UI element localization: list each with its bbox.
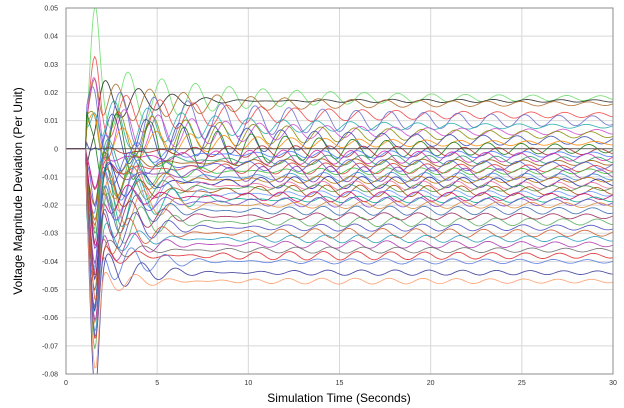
series-line xyxy=(66,148,613,189)
plot-area xyxy=(66,8,613,374)
series-line xyxy=(66,148,613,322)
series-line xyxy=(66,100,613,150)
y-tick-label: 0.04 xyxy=(44,34,58,41)
y-axis-label: Voltage Magnitude Deviation (Per Unit) xyxy=(11,87,25,294)
y-axis-ticks: 0.05 0.04 0.03 0.02 0.01 0 -0.01 -0.02 -0.03 -0.0… xyxy=(42,6,58,379)
series-line xyxy=(66,8,613,150)
y-tick-label: -0.08 xyxy=(42,372,58,379)
series-line xyxy=(66,148,613,265)
x-tick-label: 15 xyxy=(336,380,344,387)
x-tick-label: 20 xyxy=(427,380,435,387)
y-tick-label: -0.07 xyxy=(42,343,58,350)
series-line xyxy=(66,111,613,180)
series-line xyxy=(66,148,613,250)
series-line xyxy=(66,148,613,276)
x-axis-ticks: 0 5 10 15 20 25 30 xyxy=(64,380,617,387)
x-tick-label: 25 xyxy=(518,380,526,387)
x-tick-label: 10 xyxy=(244,380,252,387)
series-group xyxy=(66,8,613,374)
y-tick-label: -0.04 xyxy=(42,259,58,266)
series-line xyxy=(66,148,613,302)
x-tick-label: 0 xyxy=(64,380,68,387)
series-line xyxy=(66,113,613,165)
grid-lines xyxy=(66,7,614,375)
series-line xyxy=(66,148,613,325)
x-tick-label: 5 xyxy=(155,380,159,387)
y-tick-label: 0.02 xyxy=(44,90,58,97)
y-tick-label: 0.05 xyxy=(44,6,58,13)
series-line xyxy=(66,148,613,336)
y-tick-label: -0.05 xyxy=(42,287,58,294)
series-line xyxy=(66,86,613,151)
series-line xyxy=(66,148,613,311)
y-tick-label: 0 xyxy=(54,146,58,153)
y-tick-label: 0.03 xyxy=(44,62,58,69)
y-tick-label: -0.03 xyxy=(42,231,58,238)
series-line xyxy=(66,148,613,374)
x-tick-label: 30 xyxy=(609,380,617,387)
series-line xyxy=(66,113,613,161)
y-tick-label: -0.02 xyxy=(42,203,58,210)
y-tick-label: -0.06 xyxy=(42,315,58,322)
plot-frame xyxy=(65,7,614,375)
series-line xyxy=(66,134,613,215)
series-line xyxy=(66,148,613,309)
series-line xyxy=(66,148,613,339)
series-line xyxy=(66,148,613,234)
x-axis-label: Simulation Time (Seconds) xyxy=(267,391,410,405)
y-tick-label: 0.01 xyxy=(44,118,58,125)
series-line xyxy=(66,148,613,230)
y-tick-label: -0.01 xyxy=(42,174,58,181)
series-line xyxy=(66,148,613,281)
series-line xyxy=(66,148,613,247)
series-line xyxy=(66,148,613,291)
series-line xyxy=(66,148,613,338)
series-line xyxy=(66,148,613,227)
series-line xyxy=(66,148,613,333)
series-line xyxy=(66,148,613,207)
series-line xyxy=(66,148,613,350)
series-line xyxy=(66,148,613,369)
series-line xyxy=(66,148,613,221)
series-line xyxy=(66,80,613,169)
